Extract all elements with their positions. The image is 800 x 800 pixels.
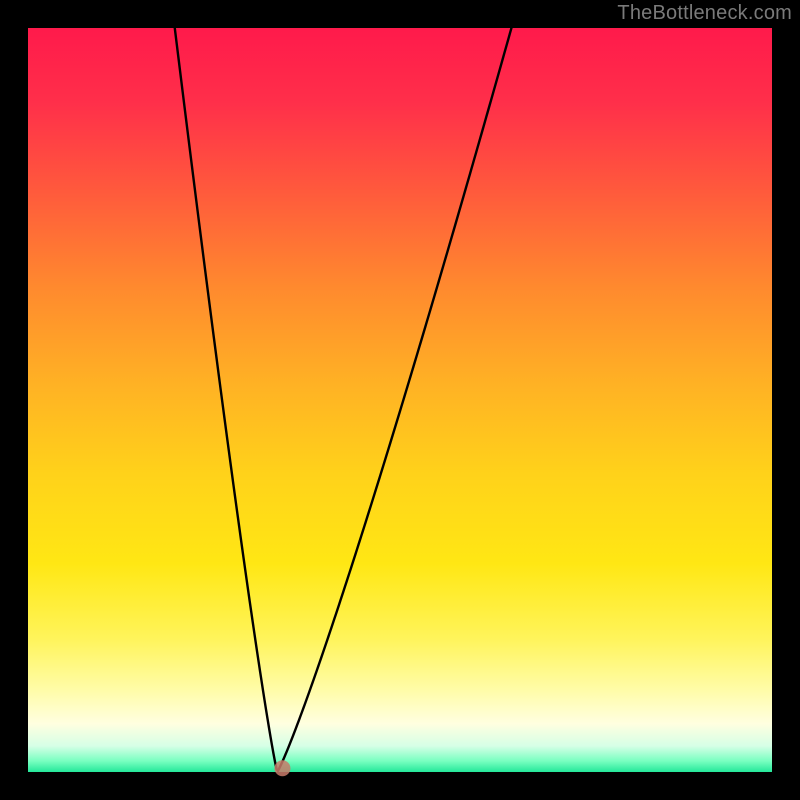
optimal-point-marker <box>274 760 290 776</box>
chart-svg <box>0 0 800 800</box>
plot-background <box>28 28 772 772</box>
watermark-label: TheBottleneck.com <box>617 2 792 25</box>
chart-container: TheBottleneck.com <box>0 0 800 800</box>
